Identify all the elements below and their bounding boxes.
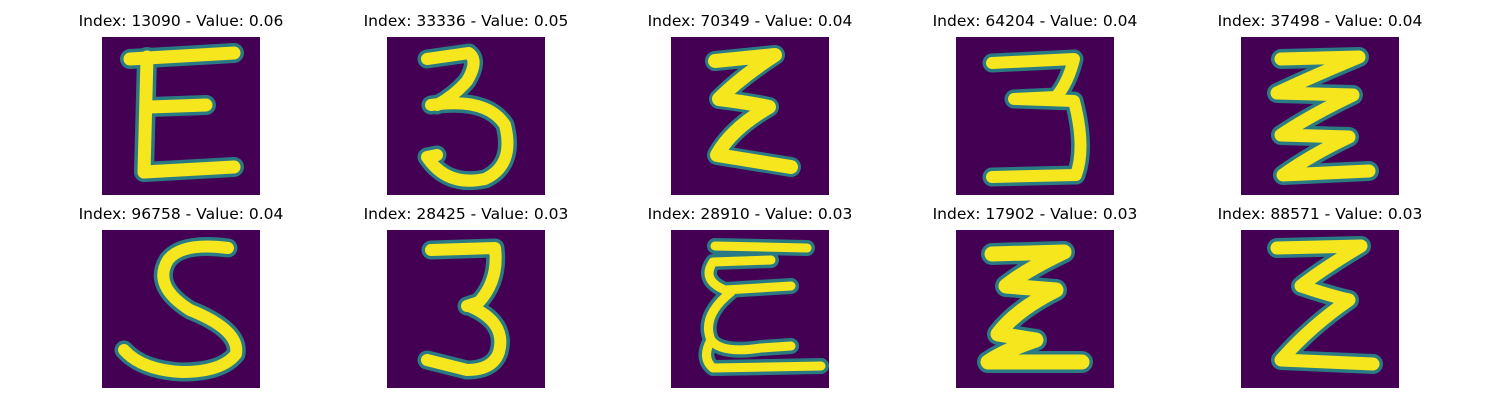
- digit-image: [956, 37, 1114, 195]
- digit-image: [1241, 37, 1399, 195]
- panel-title: Index: 88571 - Value: 0.03: [1217, 205, 1423, 223]
- digit-image: [102, 37, 260, 195]
- digit-image: [671, 230, 829, 388]
- digit-image: [956, 230, 1114, 388]
- panel-title: Index: 28910 - Value: 0.03: [647, 205, 853, 223]
- digit-image: [387, 230, 545, 388]
- digit-image: [387, 37, 545, 195]
- panel-title: Index: 28425 - Value: 0.03: [363, 205, 569, 223]
- digit-image: [671, 37, 829, 195]
- panel-title: Index: 96758 - Value: 0.04: [78, 205, 284, 223]
- panel-title: Index: 37498 - Value: 0.04: [1217, 12, 1423, 30]
- panel-title: Index: 13090 - Value: 0.06: [78, 12, 284, 30]
- panel-title: Index: 64204 - Value: 0.04: [932, 12, 1138, 30]
- panel-title: Index: 33336 - Value: 0.05: [363, 12, 569, 30]
- digit-image: [1241, 230, 1399, 388]
- digit-image: [102, 230, 260, 388]
- panel-title: Index: 17902 - Value: 0.03: [932, 205, 1138, 223]
- panel-title: Index: 70349 - Value: 0.04: [647, 12, 853, 30]
